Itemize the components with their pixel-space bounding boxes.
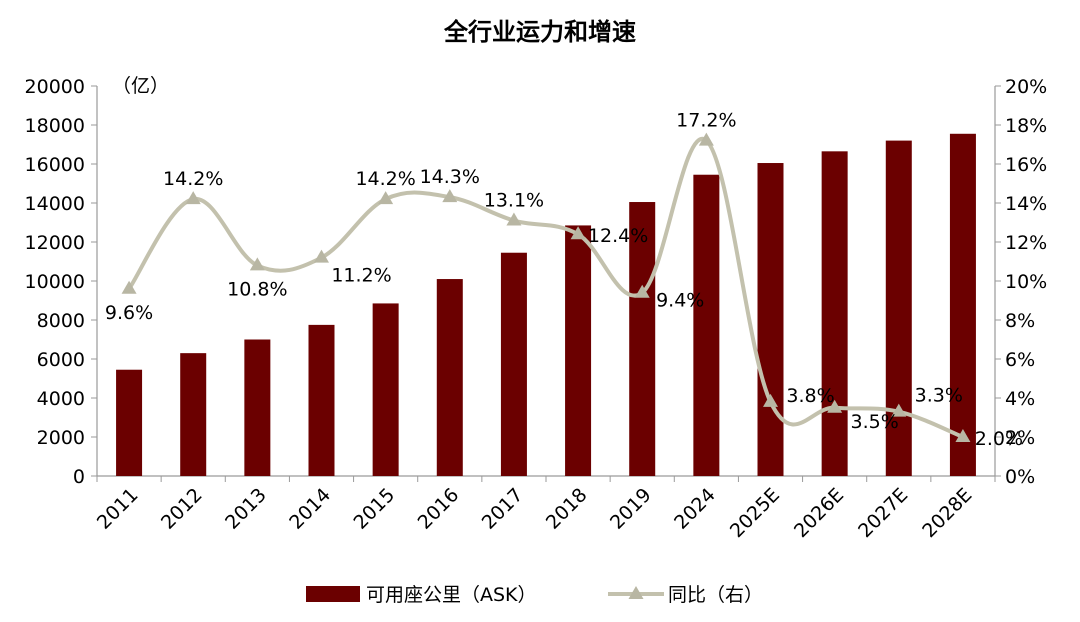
legend-bar-swatch [306,586,360,602]
right-tick-label: 6% [1005,349,1035,371]
data-labels: 9.6%14.2%10.8%11.2%14.2% 14.3%13.1%12.4%9… [105,110,1023,450]
chart-title: 全行业运力和增速 [443,18,636,46]
right-tick-label: 20% [1005,76,1047,98]
growth-data-label: 14.2% [355,168,415,190]
legend-line-marker [628,586,644,599]
right-tick-label: 18% [1005,115,1047,137]
bar [757,163,784,476]
bar [565,225,592,476]
growth-data-label: 11.2% [331,265,391,287]
right-tick-label: 4% [1005,388,1035,410]
growth-data-label: 2.0% [975,428,1023,450]
x-tick-label: 2018 [542,484,592,534]
growth-marker [827,399,843,413]
left-tick-label: 18000 [25,115,85,137]
left-tick-label: 6000 [37,349,85,371]
growth-marker [570,226,586,240]
bar [372,303,399,476]
growth-marker [121,280,137,294]
left-axis-unit: （亿） [112,75,169,97]
right-tick-label: 10% [1005,271,1047,293]
growth-data-label: 3.3% [915,385,963,407]
right-tick-label: 16% [1005,154,1047,176]
bar [244,339,271,476]
growth-marker [955,429,971,442]
x-tick-label: 2014 [285,484,335,534]
right-tick-label: 14% [1005,193,1047,215]
x-tick-label: 2012 [157,484,207,534]
growth-data-label: 3.5% [851,411,899,433]
growth-data-label: 10.8% [227,278,287,300]
growth-marker [698,132,714,146]
bar [500,252,527,476]
left-tick-label: 16000 [25,154,85,176]
right-tick-label: 12% [1005,232,1047,254]
x-tick-label: 2013 [221,484,271,534]
x-tick-label: 2027E [854,484,912,542]
x-tick-label: 2016 [414,484,464,534]
left-tick-label: 4000 [37,388,85,410]
bar [821,151,848,476]
growth-marker [249,257,265,271]
growth-data-label: 12.4% [588,225,648,247]
growth-marker [185,191,201,205]
bar [629,202,656,476]
x-tick-label: 2011 [93,484,143,534]
x-tick-label: 2024 [670,484,720,534]
bar [885,140,912,476]
right-tick-label: 8% [1005,310,1035,332]
right-tick-label: 2% [1005,427,1035,449]
growth-marker [891,403,907,417]
x-tick-label: 2028E [918,484,976,542]
growth-marker [634,284,650,298]
x-tick-label: 2025E [726,484,784,542]
bar [949,133,976,476]
growth-marker [314,249,329,263]
x-tick-label: 2017 [478,484,528,534]
left-tick-label: 14000 [25,193,85,215]
legend-line-label: 同比（右） [668,584,763,606]
bar [116,369,143,476]
x-tick-label: 2019 [606,484,656,534]
growth-data-label: 13.1% [484,190,544,212]
x-tick-label: 2026E [790,484,848,542]
growth-data-label: 9.4% [656,290,704,312]
bar [436,279,463,476]
bar [308,324,335,476]
growth-marker [506,212,522,226]
growth-marker [763,393,778,407]
growth-data-label: 17.2% [676,110,736,132]
left-tick-label: 10000 [25,271,85,293]
left-tick-label: 12000 [25,232,85,254]
left-tick-label: 20000 [25,76,85,98]
growth-marker [442,189,458,203]
growth-marker [378,191,394,205]
legend-bar-label: 可用座公里（ASK） [366,584,537,606]
right-tick-label: 0% [1005,466,1035,488]
bar [693,174,720,476]
growth-data-label: 9.6% [105,302,153,324]
left-tick-label: 0 [73,466,85,488]
bar [180,353,207,476]
left-tick-label: 2000 [37,427,85,449]
bar-series [116,133,976,476]
x-tick-label: 2015 [349,484,399,534]
growth-data-label: 14.3% [420,166,480,188]
legend: 可用座公里（ASK） 同比（右） [306,584,763,606]
growth-data-label: 14.2% [163,168,223,190]
line-series [121,132,971,442]
left-tick-label: 8000 [37,310,85,332]
growth-data-label: 3.8% [786,385,834,407]
